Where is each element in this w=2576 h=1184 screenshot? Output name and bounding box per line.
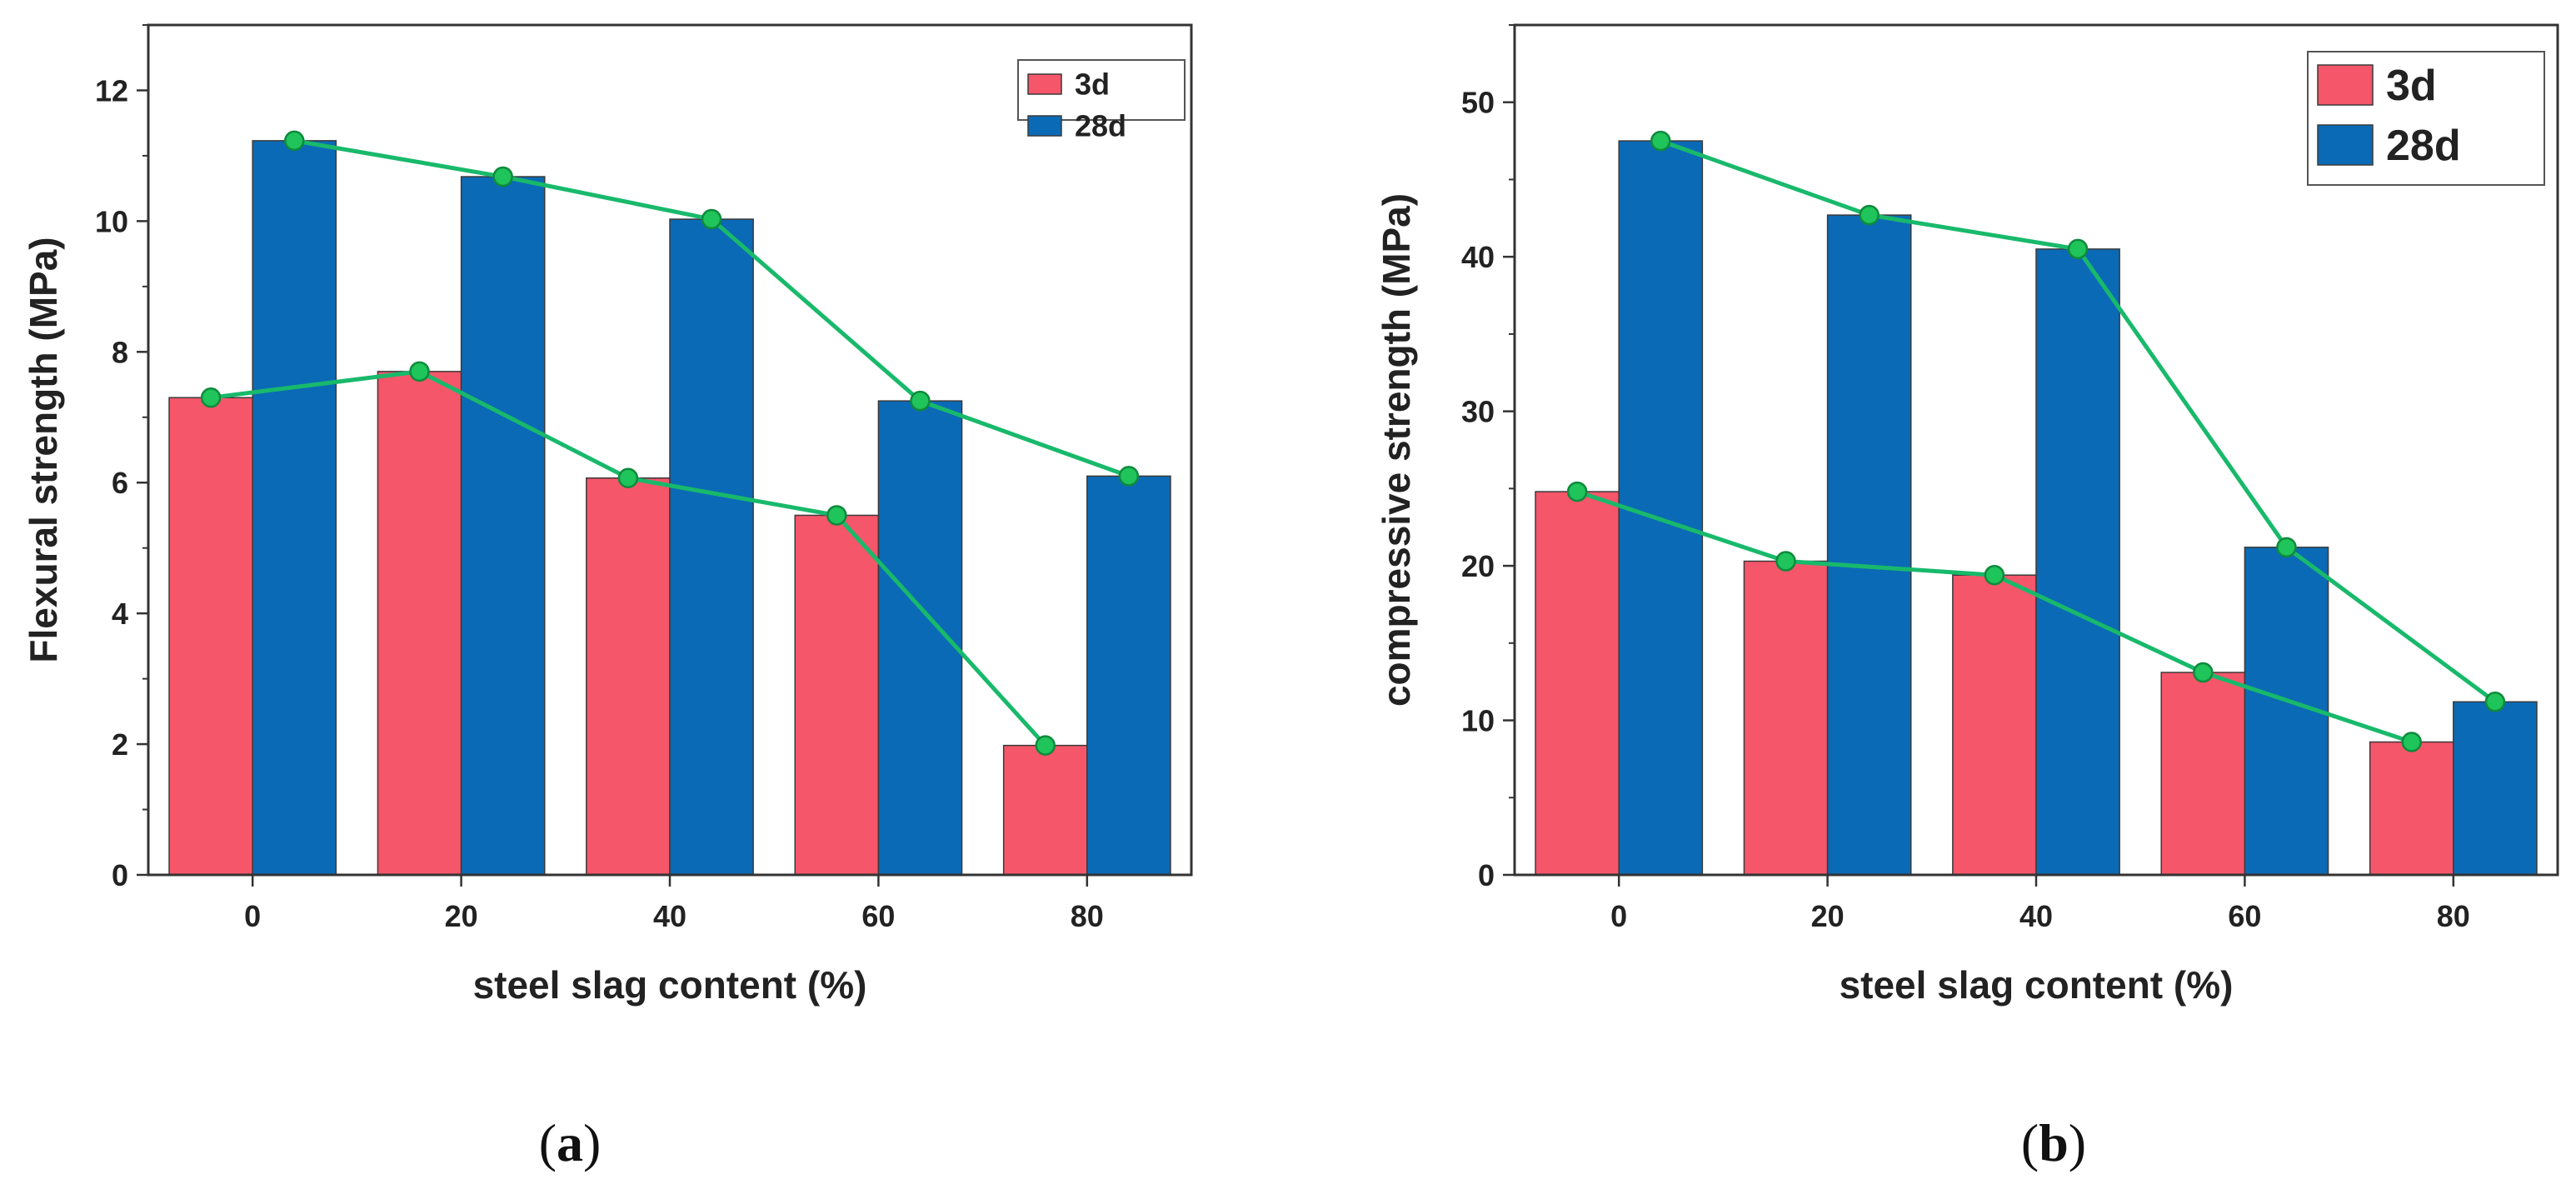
bar-3d-20 [377, 371, 462, 876]
plot-frame [147, 23, 1193, 877]
x-tick-label: 80 [1071, 899, 1104, 933]
trend-point-3d-60 [2193, 662, 2214, 683]
legend-swatch-28d [1027, 115, 1062, 137]
trend-point-28d-20 [492, 166, 513, 187]
chart-panel-a: 0 2 4 6 8 10 12 0 20 40 60 80 steel slag content (%)… [22, 23, 1193, 1172]
bar-3d-60 [2160, 672, 2246, 876]
y-tick-label: 0 [1478, 858, 1495, 892]
legend-label-3d: 3d [2386, 62, 2437, 110]
y-tick-label: 0 [112, 858, 128, 892]
bar-28d-20 [460, 176, 546, 876]
x-tick-label: 0 [1610, 899, 1627, 933]
panel-label: (a) [539, 1113, 602, 1172]
bar-28d-80 [1086, 475, 1171, 876]
x-tick-label: 40 [653, 899, 686, 933]
trend-point-28d-80 [2484, 692, 2506, 712]
x-tick-label: 20 [1811, 899, 1845, 933]
trend-point-3d-20 [409, 361, 430, 382]
bar-3d-40 [586, 477, 671, 876]
x-axis-title: steel slag content (%) [473, 963, 867, 1007]
x-tick-label: 40 [2019, 899, 2053, 933]
legend-label-3d: 3d [1075, 67, 1110, 102]
trend-point-28d-60 [2276, 537, 2297, 558]
trend-point-28d-40 [2067, 238, 2089, 260]
y-axis-title: Flexural strength (MPa) [22, 237, 65, 662]
x-tick-label: 60 [2228, 899, 2261, 933]
bar-28d-40 [669, 218, 754, 876]
trend-point-28d-0 [1650, 130, 1671, 152]
trend-point-3d-60 [826, 505, 847, 526]
trend-point-3d-80 [2401, 732, 2422, 752]
bar-28d-80 [2453, 701, 2538, 876]
legend-label-28d: 28d [1075, 109, 1126, 143]
trend-point-28d-20 [1859, 204, 1880, 226]
x-tick-label: 20 [445, 899, 478, 933]
bar-3d-80 [1002, 744, 1088, 876]
y-tick-label: 10 [95, 204, 128, 238]
legend-swatch-28d [2317, 124, 2374, 166]
y-tick-label: 30 [1461, 395, 1495, 429]
bar-3d-60 [794, 514, 880, 876]
trend-point-3d-0 [1566, 481, 1588, 502]
bar-3d-20 [1743, 560, 1829, 876]
trend-point-28d-80 [1118, 466, 1140, 487]
trend-point-3d-80 [1035, 735, 1056, 756]
panel-label: (b) [2021, 1113, 2086, 1172]
bar-28d-0 [252, 140, 337, 876]
trend-point-3d-40 [1984, 564, 2005, 586]
y-tick-label: 12 [95, 73, 128, 107]
x-axis-title: steel slag content (%) [1840, 963, 2234, 1007]
y-tick-label: 20 [1461, 549, 1495, 583]
x-tick-label: 60 [861, 899, 895, 933]
x-tick-label: 0 [244, 899, 261, 933]
y-tick-label: 4 [112, 597, 128, 631]
y-tick-label: 40 [1461, 240, 1495, 274]
y-axis-title: compressive strength (MPa) [1375, 193, 1418, 707]
legend-label-28d: 28d [2386, 122, 2461, 170]
bar-28d-40 [2035, 248, 2120, 876]
y-tick-label: 50 [1461, 86, 1495, 120]
legend-swatch-3d [2317, 64, 2374, 106]
bar-3d-40 [1952, 574, 2037, 876]
y-tick-label: 10 [1461, 704, 1495, 738]
trend-point-3d-40 [617, 467, 639, 488]
chart-panel-b: 0 10 20 30 40 50 0 20 40 60 80 steel slag content (… [1375, 23, 2559, 1172]
y-tick-label: 8 [112, 335, 128, 369]
trend-point-28d-40 [701, 208, 722, 230]
trend-point-28d-60 [910, 390, 931, 412]
x-tick-label: 80 [2437, 899, 2470, 933]
trend-point-3d-0 [200, 387, 222, 408]
trend-point-28d-0 [284, 130, 305, 152]
y-tick-label: 6 [112, 466, 128, 500]
y-tick-label: 2 [112, 727, 128, 762]
legend-swatch-3d [1027, 73, 1062, 95]
bar-3d-0 [168, 397, 253, 876]
bar-3d-80 [2369, 741, 2454, 876]
bar-28d-20 [1826, 214, 1912, 876]
bar-3d-0 [1535, 491, 1620, 876]
plot-frame [1513, 23, 2559, 877]
trend-point-3d-20 [1775, 551, 1796, 572]
